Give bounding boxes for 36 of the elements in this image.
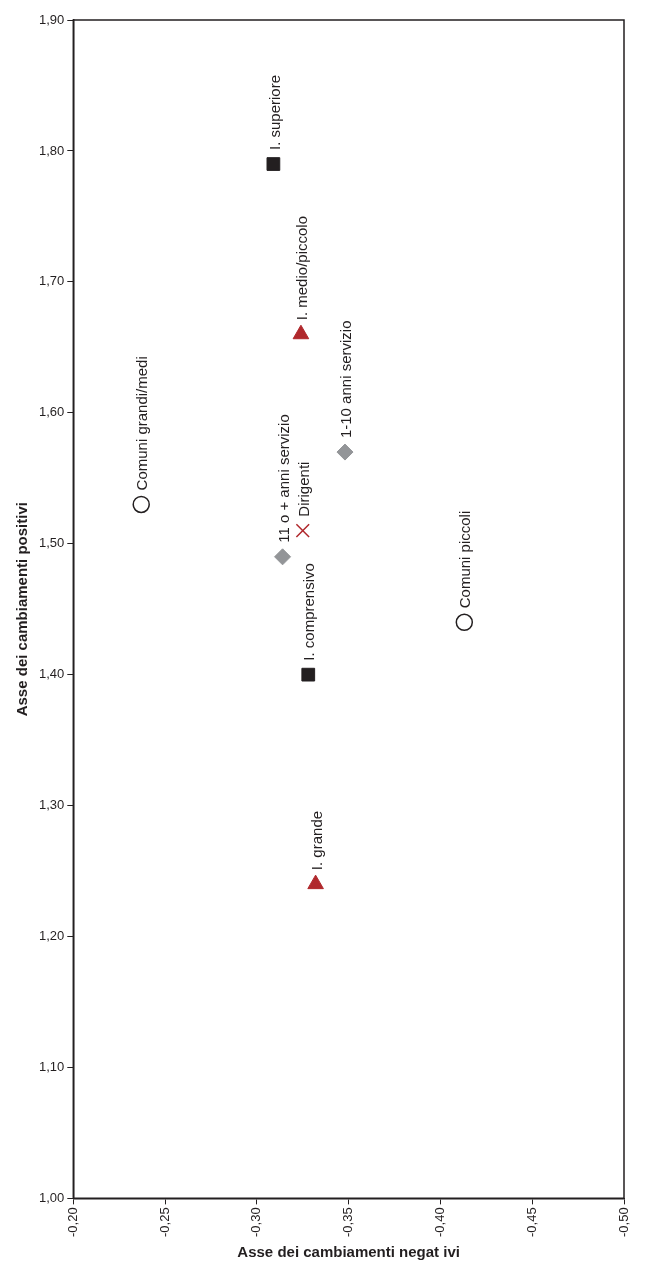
x-tick-label: -0,50 — [615, 1207, 631, 1238]
point — [274, 548, 292, 566]
y-tick-label: 1,60 — [38, 404, 65, 420]
y-axis-title: Asse dei cambiamenti positivi — [13, 502, 31, 717]
x-tick-label: -0,40 — [432, 1207, 448, 1238]
x-tick-label: -0,35 — [340, 1207, 356, 1238]
text: I. grande — [307, 810, 325, 871]
y-tick-label: 1,50 — [38, 535, 65, 551]
text: 11 o + anni servizio — [274, 414, 292, 543]
text: I. superiore — [265, 74, 283, 151]
x-tick-label: -0,20 — [64, 1207, 80, 1238]
text: Comuni piccoli — [456, 510, 474, 609]
point — [266, 157, 281, 171]
y-tick-label: 1,00 — [38, 1189, 65, 1205]
point — [336, 443, 354, 461]
text: I. medio/piccolo — [293, 216, 311, 321]
y-tick-label: 1,40 — [38, 666, 65, 682]
point — [132, 495, 150, 514]
x-tick-label: -0,45 — [523, 1207, 539, 1238]
text: 1-10 anni servizio — [337, 320, 355, 439]
y-tick-label: 1,10 — [38, 1059, 65, 1075]
point — [455, 613, 474, 632]
point — [295, 523, 310, 538]
x-axis-title: Asse dei cambiamenti negat ivi — [237, 1243, 460, 1261]
y-tick-label: 1,90 — [38, 11, 65, 27]
y-tick-label: 1,30 — [38, 797, 65, 813]
point — [307, 874, 324, 890]
x-tick-label: -0,25 — [156, 1207, 172, 1238]
y-tick-label: 1,70 — [38, 273, 65, 289]
x-tick-label: -0,30 — [248, 1207, 264, 1238]
point — [301, 667, 316, 682]
text: I. comprensivo — [300, 563, 318, 661]
text: Dirigenti — [294, 461, 312, 517]
text: Comuni grandi/medi — [133, 356, 151, 491]
y-tick-label: 1,20 — [38, 928, 65, 944]
y-tick-label: 1,80 — [38, 142, 65, 158]
